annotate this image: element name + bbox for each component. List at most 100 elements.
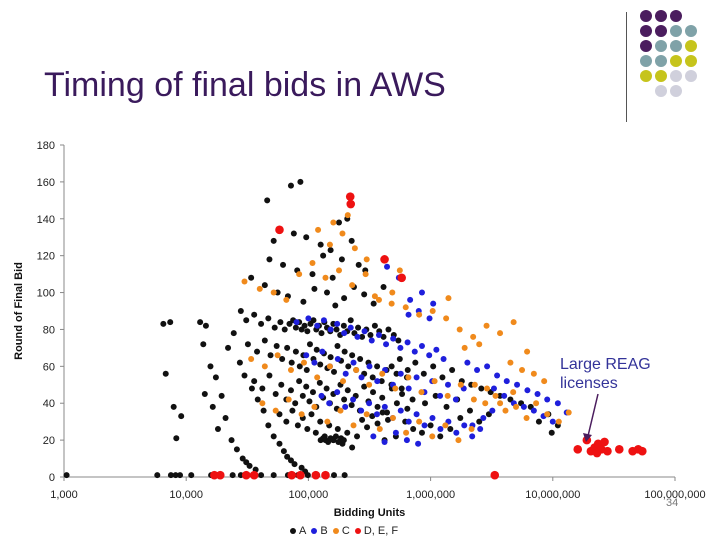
point-a [345,363,351,369]
point-c [457,326,463,332]
point-c [469,426,475,432]
point-def [275,226,284,235]
point-a [300,393,306,399]
point-c [556,419,562,425]
point-a [262,338,268,344]
point-a [331,369,337,375]
point-a [274,343,280,349]
y-tick-label: 180 [37,140,55,152]
point-a [288,183,294,189]
x-tick-label: 1,000,000 [406,489,455,501]
point-c [286,397,292,403]
x-tick-label: 10,000,000 [525,489,580,501]
point-b [362,328,368,334]
point-a [344,430,350,436]
point-c [430,308,436,314]
point-a [207,363,213,369]
point-c [364,256,370,262]
y-tick-label: 160 [37,177,55,189]
point-a [395,338,401,344]
point-c [397,267,403,273]
point-b [303,352,309,358]
point-a [223,415,229,421]
point-a [389,363,395,369]
point-b [501,393,507,399]
point-a [349,238,355,244]
point-a [410,397,416,403]
point-c [403,430,409,436]
point-c [339,231,345,237]
point-def [312,471,321,480]
point-def [638,447,647,456]
point-b [437,426,443,432]
point-b [514,382,520,388]
x-tick-label: 10,000 [169,489,203,501]
point-a [318,242,324,248]
point-a [261,408,267,414]
point-c [353,367,359,373]
point-c [482,400,488,406]
point-a [271,433,277,439]
point-b [419,343,425,349]
point-c [533,400,539,406]
point-def [216,471,225,480]
point-a [219,393,225,399]
point-a [428,422,434,428]
point-a [412,360,418,366]
point-a [231,330,237,336]
point-c [257,286,263,292]
point-b [484,363,490,369]
point-def [296,471,305,480]
point-a [304,328,310,334]
point-b [422,422,428,428]
point-b [341,330,347,336]
point-c [351,422,357,428]
point-def [397,274,406,283]
point-c [476,341,482,347]
point-c [462,345,468,351]
point-def [380,255,389,264]
point-c [502,408,508,414]
point-c [390,415,396,421]
point-a [280,262,286,268]
point-a [302,323,308,329]
point-a [242,373,248,379]
point-c [484,385,490,391]
point-a [295,422,301,428]
point-c [324,419,330,425]
point-b [461,422,467,428]
point-c [377,426,383,432]
point-b [524,387,530,393]
point-c [403,304,409,310]
legend-label-def: D, E, F [364,525,398,537]
point-a [371,301,377,307]
point-b [404,437,410,443]
point-a [171,404,177,410]
point-b [350,397,356,403]
legend-label-b: B [320,525,327,537]
point-b [464,360,470,366]
point-c [507,360,513,366]
point-b [433,347,439,353]
point-b [397,345,403,351]
legend-label-a: A [299,525,306,537]
point-def [615,445,624,454]
point-c [311,404,317,410]
point-a [293,325,299,331]
point-c [405,374,411,380]
y-tick-label: 60 [43,361,55,373]
point-a [374,363,380,369]
point-a [268,352,274,358]
point-a [348,317,354,323]
legend-marker-def [355,528,361,534]
point-c [429,433,435,439]
point-c [519,367,525,373]
point-c [524,415,530,421]
point-b [555,400,561,406]
point-c [493,393,499,399]
point-a [328,247,334,253]
point-a [336,219,342,225]
point-a [379,395,385,401]
point-c [497,400,503,406]
y-tick-label: 100 [37,288,55,300]
